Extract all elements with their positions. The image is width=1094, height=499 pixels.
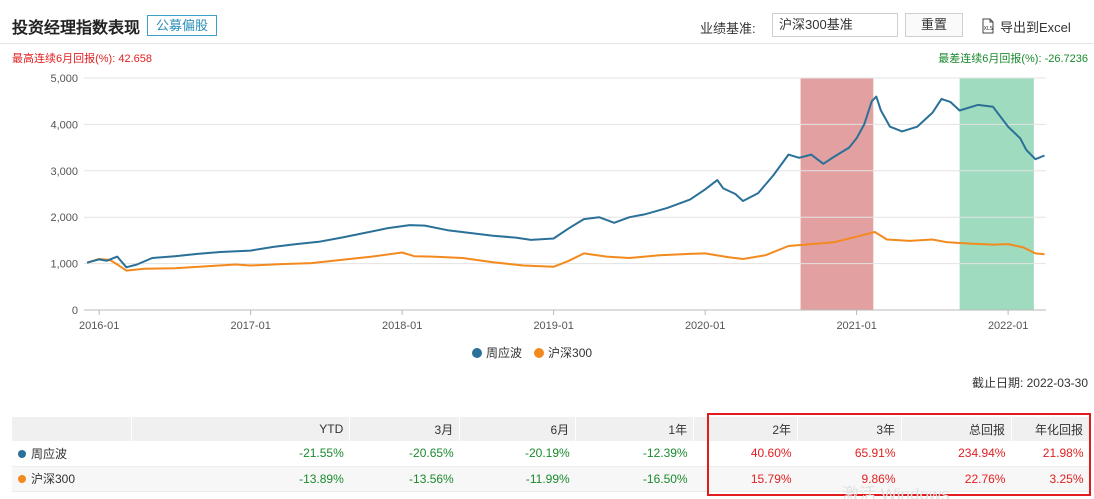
activation-watermark: 激活 Windows	[842, 485, 950, 499]
y-tick-label: 4,000	[50, 119, 78, 131]
table-header: YTD	[131, 417, 351, 441]
legend-label: 沪深300	[548, 346, 593, 360]
table-header: 3年	[797, 417, 903, 441]
excel-xls-icon: XLS	[982, 18, 994, 34]
row-name: 周应波	[31, 446, 68, 461]
return-cell: -13.56%	[349, 466, 460, 492]
series-line-benchmark	[86, 231, 1045, 272]
table-header: 1年	[575, 417, 695, 441]
y-tick-label: 3,000	[50, 166, 78, 178]
row-name: 沪深300	[31, 472, 76, 486]
return-cell: 3.25%	[1011, 466, 1090, 492]
return-cell: -12.39%	[575, 441, 694, 467]
chart-legend: 周应波 沪深300	[472, 344, 592, 361]
legend-item-benchmark[interactable]: 沪深300	[534, 344, 592, 361]
table-header: 年化回报	[1011, 417, 1091, 441]
reset-button[interactable]: 重置	[905, 13, 963, 37]
return-cell: -13.89%	[131, 466, 350, 492]
legend-item-manager[interactable]: 周应波	[472, 344, 522, 361]
panel-header: 投资经理指数表现 公募偏股 业绩基准: 沪深300基准 重置 XLS 导出到Ex…	[0, 0, 1094, 44]
return-cell: 15.79%	[693, 466, 798, 492]
table-header: 3月	[349, 417, 461, 441]
x-tick-label: 2016-01	[79, 320, 119, 332]
return-cell: 65.91%	[797, 441, 902, 467]
category-tag[interactable]: 公募偏股	[147, 15, 218, 36]
y-tick-label: 5,000	[50, 73, 78, 85]
series-line-manager	[86, 95, 1045, 269]
return-cell: -11.99%	[459, 466, 576, 492]
highlight-band-worst	[959, 78, 1034, 310]
table-row: 周应波 -21.55% -20.65% -20.19% -12.39% 40.60% 65.…	[12, 441, 1090, 467]
performance-line-chart: 0 1,000 2,000 3,000 4,000 5,000 2016-01 2017-01…	[50, 73, 1046, 332]
best-6m-return: 最高连续6月回报(%): 42.658	[12, 53, 152, 65]
worst-6m-return: 最差连续6月回报(%): -26.7236	[938, 53, 1088, 65]
table-row: 沪深300 -13.89% -13.56% -11.99% -16.50% 15.79% 9…	[12, 466, 1090, 492]
y-tick-label: 1,000	[50, 259, 78, 271]
return-cell: 22.76%	[901, 466, 1012, 492]
export-excel-button[interactable]: XLS 导出到Excel	[980, 16, 1071, 36]
row-name-cell: 沪深300	[12, 466, 132, 492]
x-tick-label: 2017-01	[230, 320, 270, 332]
return-cell: -21.55%	[131, 441, 350, 467]
return-cell: 234.94%	[901, 441, 1012, 467]
series-dot	[18, 474, 26, 483]
highlight-band-best	[800, 78, 874, 310]
table-header-row: YTD 3月 6月 1年 2年 3年 总回报 年化回报	[12, 417, 1091, 441]
legend-label: 周应波	[486, 346, 523, 360]
performance-table: YTD 3月 6月 1年 2年 3年 总回报 年化回报 周应波 -21.55% -2…	[12, 417, 1091, 492]
benchmark-select[interactable]: 沪深300基准	[772, 13, 898, 37]
return-cell: 21.98%	[1011, 441, 1090, 467]
return-cell: -20.65%	[349, 441, 460, 467]
x-tick-label: 2021-01	[836, 320, 876, 332]
benchmark-label: 业绩基准:	[700, 21, 756, 36]
svg-text:XLS: XLS	[984, 26, 993, 32]
legend-dot	[534, 347, 545, 358]
x-tick-label: 2022-01	[988, 320, 1028, 332]
x-tick-label: 2020-01	[685, 320, 725, 332]
page-title: 投资经理指数表现	[12, 20, 141, 37]
x-tick-label: 2018-01	[382, 320, 422, 332]
table-header: 6月	[459, 417, 577, 441]
table-header	[12, 417, 133, 441]
x-tick-label: 2019-01	[533, 320, 573, 332]
table-header: 总回报	[901, 417, 1012, 441]
y-tick-label: 0	[72, 305, 78, 317]
table-header: 2年	[693, 417, 799, 441]
legend-dot	[472, 347, 482, 358]
return-cell: -16.50%	[575, 466, 694, 492]
y-tick-label: 2,000	[50, 212, 78, 224]
return-cell: 9.86%	[797, 466, 902, 492]
return-cell: 40.60%	[693, 441, 798, 467]
row-name-cell: 周应波	[12, 441, 132, 467]
as-of-date: 截止日期: 2022-03-30	[971, 376, 1088, 390]
export-label: 导出到Excel	[1000, 19, 1071, 35]
series-dot	[18, 449, 26, 458]
return-cell: -20.19%	[459, 441, 576, 467]
